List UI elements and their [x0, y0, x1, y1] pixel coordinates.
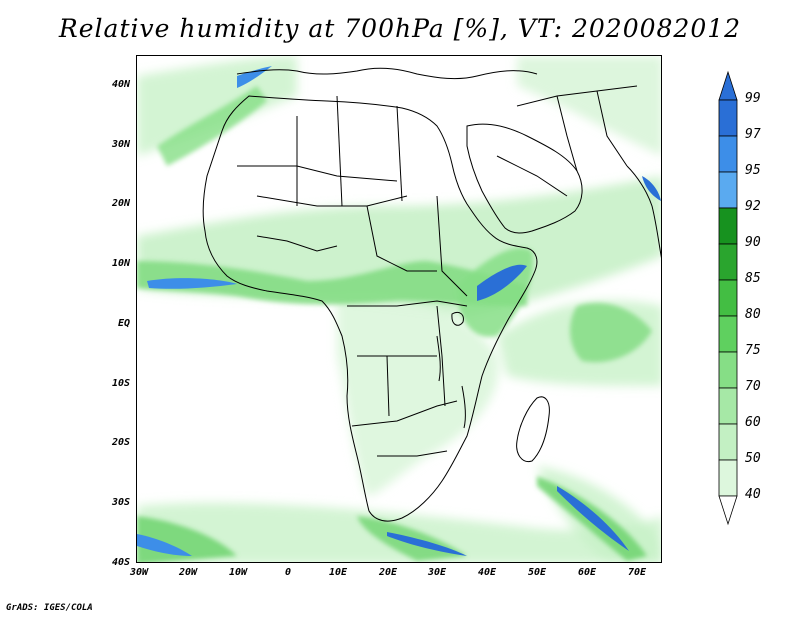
africa-coastline [202, 95, 538, 522]
country-border [237, 165, 398, 182]
map-frame [136, 55, 662, 563]
humidity-band-light [337, 295, 499, 496]
colorbar-segment [718, 279, 738, 317]
country-border [396, 105, 403, 202]
colorbar-level-label: 99 [745, 91, 761, 106]
country-border [516, 85, 638, 107]
lon-tick-label: 70E [627, 567, 647, 578]
humidity-band-saturated [387, 532, 467, 556]
lat-tick-label: EQ [117, 318, 130, 329]
lon-tick-label: 20W [178, 567, 198, 578]
lon-tick-label: 50E [527, 567, 547, 578]
lon-tick-label: 20E [378, 567, 398, 578]
colorbar-level-label: 97 [745, 127, 761, 142]
lon-tick-label: 10E [328, 567, 348, 578]
colorbar-segment [718, 243, 738, 281]
country-border [347, 300, 468, 307]
humidity-band-saturated [147, 278, 237, 289]
country-border [436, 305, 446, 407]
lon-tick-label: 30W [129, 567, 149, 578]
lat-tick-label: 30S [111, 497, 130, 508]
lake-victoria [451, 311, 464, 326]
colorbar-level-label: 90 [745, 235, 761, 250]
humidity-band-saturated [137, 534, 192, 556]
colorbar-segment [718, 459, 738, 497]
lon-tick-label: 60E [577, 567, 597, 578]
colorbar-level-label: 75 [745, 343, 761, 358]
lon-tick-label: 30E [427, 567, 447, 578]
lon-tick-label: 40E [477, 567, 497, 578]
colorbar-level-label: 85 [745, 271, 761, 286]
country-border [596, 90, 628, 167]
colorbar-segment [718, 387, 738, 425]
country-border [256, 235, 338, 252]
chart-title: Relative humidity at 700hPa [%], VT: 202… [58, 14, 742, 43]
humidity-map [137, 56, 661, 562]
lon-tick-label: 10W [228, 567, 248, 578]
india-coastline [626, 165, 661, 259]
arabia-coastline [466, 123, 583, 234]
lat-tick-label: 20S [111, 437, 130, 448]
madagascar-coastline [516, 396, 550, 463]
country-border [496, 155, 568, 197]
colorbar-level-label: 70 [745, 379, 761, 394]
colorbar-top-arrow [718, 70, 738, 101]
lat-tick-label: 20N [111, 198, 130, 209]
humidity-band-light [137, 56, 297, 156]
coastlines [202, 67, 661, 522]
country-border [351, 400, 458, 427]
country-border [366, 205, 437, 272]
colorbar-segment [718, 171, 738, 209]
humidity-band-light [517, 56, 661, 156]
humidity-band-saturated [237, 66, 272, 88]
colorbar-segments [718, 70, 738, 526]
colorbar-segment [718, 135, 738, 173]
lat-tick-label: 30N [111, 139, 130, 150]
humidity-band-medium [137, 261, 527, 306]
footer-credit: GrADS: IGES/COLA [6, 603, 93, 613]
lake-tanganyika [436, 335, 441, 382]
humidity-band-saturated [642, 176, 661, 201]
country-border [436, 195, 468, 297]
colorbar-level-label: 80 [745, 307, 761, 322]
humidity-band-saturated [557, 486, 629, 551]
colorbar [718, 70, 738, 526]
colorbar-segment [718, 99, 738, 137]
lat-tick-label: 40S [111, 557, 130, 568]
country-border [256, 195, 408, 207]
colorbar-segment [718, 423, 738, 461]
humidity-band-saturated [477, 264, 527, 301]
humidity-band-medium [157, 86, 267, 166]
colorbar-level-label: 60 [745, 415, 761, 430]
colorbar-level-label: 40 [745, 487, 761, 502]
colorbar-segment [718, 351, 738, 389]
lat-tick-label: 40N [111, 79, 130, 90]
colorbar-bottom-arrow [718, 495, 738, 526]
humidity-band-medium [570, 302, 652, 363]
country-border [556, 95, 578, 172]
country-border [377, 450, 448, 457]
colorbar-segment [718, 315, 738, 353]
country-border [386, 355, 390, 417]
colorbar-level-label: 92 [745, 199, 761, 214]
humidity-saturated [137, 66, 661, 556]
lake-malawi [461, 385, 466, 429]
colorbar-segment [718, 207, 738, 245]
colorbar-level-label: 95 [745, 163, 761, 178]
colorbar-level-label: 50 [745, 451, 761, 466]
europe-coastline [236, 67, 538, 80]
country-border [336, 95, 343, 207]
lon-tick-label: 0 [284, 567, 292, 578]
lat-tick-label: 10S [111, 378, 130, 389]
lat-tick-label: 10N [111, 258, 130, 269]
